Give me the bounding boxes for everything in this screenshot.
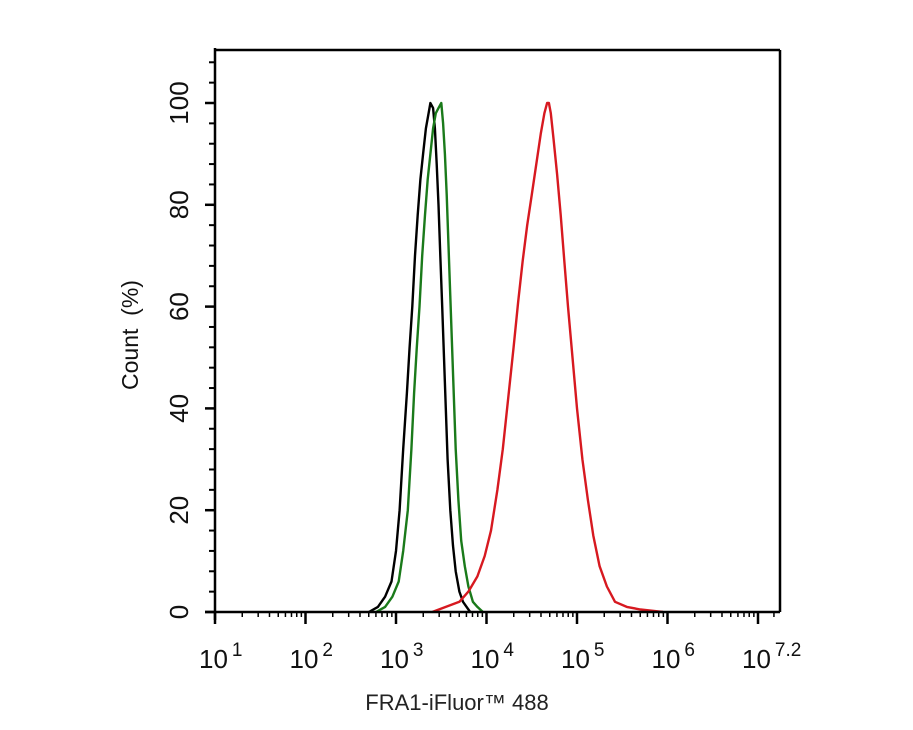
- y-tick-label: 60: [164, 292, 194, 321]
- series-red-curve: [431, 101, 664, 614]
- x-tick-label: 10 6: [652, 640, 696, 674]
- x-tick-label: 10 3: [380, 640, 424, 674]
- y-tick-label: 20: [164, 496, 194, 525]
- x-tick-label: 10 7.2: [742, 640, 801, 674]
- x-axis-title: FRA1-iFluor™ 488: [365, 690, 548, 715]
- x-tick-label: 10 1: [199, 640, 243, 674]
- histogram-curves: [368, 101, 664, 614]
- x-tick-label: 10 4: [471, 640, 515, 674]
- series-black-curve: [368, 101, 472, 614]
- y-tick-label: 100: [164, 81, 194, 124]
- y-axis-title: Count (%): [117, 280, 143, 390]
- y-tick-label: 40: [164, 394, 194, 423]
- y-tick-label: 0: [164, 605, 194, 619]
- x-axis-tick-labels: 10 1 10 2 10 3 10 4 10 5 10 6 10 7.2: [199, 640, 801, 674]
- x-tick-label: 10 5: [561, 640, 605, 674]
- y-tick-label: 80: [164, 190, 194, 219]
- x-tick-label: 10 2: [290, 640, 334, 674]
- y-axis-tick-labels: 0 20 40 60 80 100: [164, 81, 194, 619]
- series-green-curve: [375, 101, 484, 614]
- y-axis-ticks: [205, 61, 215, 614]
- x-axis-ticks: [213, 612, 775, 624]
